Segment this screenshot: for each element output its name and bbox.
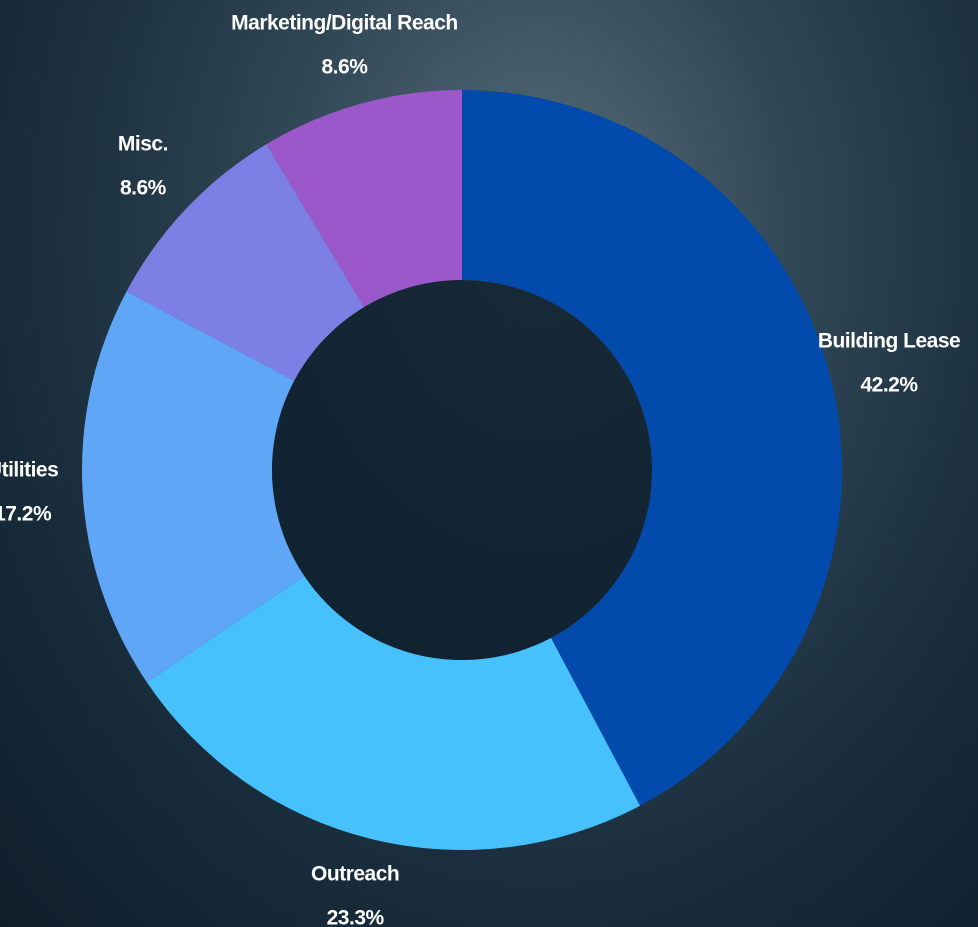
segment-label: Building Lease bbox=[818, 329, 960, 352]
segment-value: 17.2% bbox=[0, 502, 52, 525]
segment-label: Outreach bbox=[311, 862, 399, 885]
segment-label: Misc. bbox=[118, 133, 168, 156]
segment-value: 23.3% bbox=[327, 906, 385, 927]
segment-value: 8.6% bbox=[322, 56, 369, 79]
chart: Building Lease 42.2% Outreach 23.3% Utilitie… bbox=[0, 0, 978, 927]
segment-value: 8.6% bbox=[120, 177, 167, 200]
segment-value: 42.2% bbox=[860, 373, 918, 396]
segment-label: Marketing/Digital Reach bbox=[231, 12, 458, 35]
segment-label: Utilities bbox=[0, 458, 58, 481]
donut-hole bbox=[272, 280, 652, 660]
